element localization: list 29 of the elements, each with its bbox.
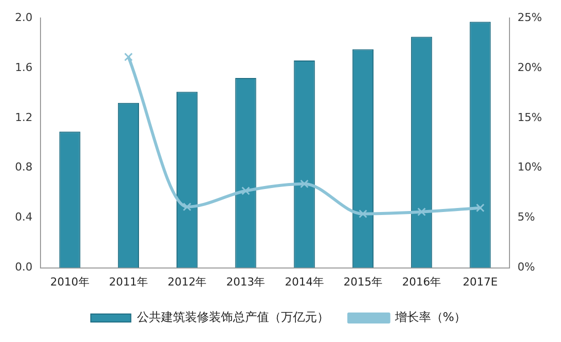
x-tick-label: 2013年 (226, 275, 266, 288)
point (358, 210, 368, 218)
point (124, 52, 133, 62)
point (182, 202, 192, 212)
y2-tick-label: 10% (518, 160, 542, 174)
y-tick-label: 1.6 (14, 60, 32, 74)
y2-tick-label: 0% (518, 260, 536, 274)
x-tick-label: 2012年 (168, 275, 207, 288)
y-tick-label: 0.4 (14, 210, 32, 224)
x-tick-label: 2017E (462, 275, 498, 288)
y2-tick-label: 15% (518, 110, 542, 124)
y-tick-label: 0.0 (14, 260, 32, 274)
y2-tick-label: 5% (518, 210, 536, 224)
y-tick-label: 1.2 (14, 110, 32, 124)
legend-label: 增长率（%） (394, 310, 466, 324)
y2-tick-label: 25% (518, 10, 542, 24)
x-tick-label: 2010年 (50, 275, 90, 288)
y2-tick-label: 20% (518, 60, 542, 74)
y-tick-label: 2.0 (14, 10, 32, 24)
x-tick-label: 2011年 (108, 275, 148, 288)
x-tick-label: 2016年 (402, 275, 442, 288)
y-tick-label: 0.8 (14, 160, 32, 174)
point (241, 186, 250, 196)
x-tick-label: 2015年 (343, 275, 382, 288)
x-tick-label: 2014年 (284, 275, 324, 288)
legend-label: 公共建筑装修装饰总产值（万亿元） (136, 310, 329, 324)
point (417, 208, 426, 216)
point (300, 180, 309, 188)
point (476, 204, 485, 212)
